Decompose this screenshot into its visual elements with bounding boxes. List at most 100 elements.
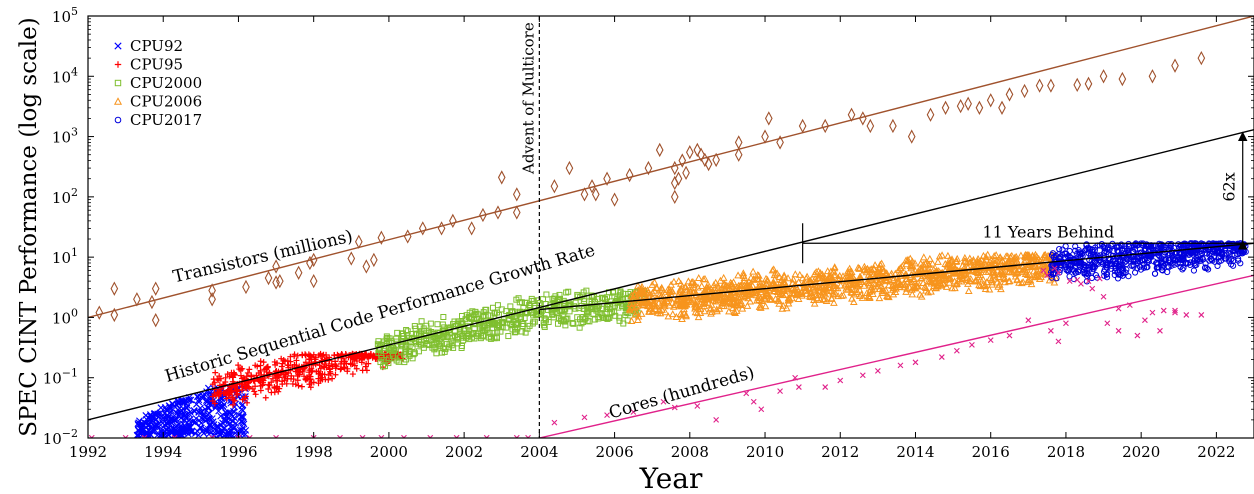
point-cpu95 <box>232 384 239 391</box>
point-cpu95 <box>363 367 370 374</box>
point-cpu92 <box>134 420 142 428</box>
point-cpu95 <box>316 362 323 369</box>
point-cpu92 <box>206 420 214 428</box>
point-cpu95 <box>260 359 267 366</box>
point-transistors <box>610 192 619 207</box>
point-transistors <box>1084 76 1093 91</box>
x-tick-label: 2004 <box>520 443 558 461</box>
point-cpu95 <box>365 354 372 361</box>
point-transistors <box>294 265 303 280</box>
point-cpu92 <box>159 414 167 422</box>
x-tick-label: 2022 <box>1197 443 1235 461</box>
point-cpu95 <box>246 384 253 391</box>
point-cpu92 <box>152 420 160 428</box>
x-tick-label: 2018 <box>1047 443 1085 461</box>
point-transistors <box>242 279 250 295</box>
years-behind-label: 11 Years Behind <box>982 222 1114 241</box>
point-cpu2006 <box>761 302 770 310</box>
point-cpu95 <box>321 371 328 378</box>
point-cpu92 <box>145 414 152 422</box>
point-transistors <box>889 118 897 134</box>
x-tick-label: 1996 <box>219 443 257 461</box>
point-cpu2006 <box>917 292 926 300</box>
point-cores <box>1160 307 1167 314</box>
legend-marker-cpu2000 <box>114 79 122 87</box>
point-cpu92 <box>188 429 195 436</box>
x-tick-label: 2016 <box>972 443 1010 461</box>
point-transistors <box>151 313 160 328</box>
point-cpu92 <box>165 431 173 438</box>
plot-area <box>88 16 1254 438</box>
point-cpu95 <box>241 381 248 388</box>
point-cpu95 <box>329 375 336 382</box>
legend-label-cpu2006: CPU2006 <box>130 93 202 111</box>
point-cpu95 <box>228 369 235 376</box>
point-transistors <box>1118 71 1127 87</box>
point-cpu95 <box>239 396 246 403</box>
point-cpu95 <box>226 390 233 397</box>
point-transistors <box>133 292 141 307</box>
point-transistors <box>1020 83 1029 99</box>
point-cpu2017 <box>1066 273 1073 280</box>
point-cpu95 <box>273 377 280 384</box>
point-cores <box>1157 327 1163 334</box>
point-cpu95 <box>238 387 245 394</box>
point-transistors <box>866 118 875 134</box>
y-tick-label: 105 <box>52 5 78 26</box>
point-transistors <box>1197 50 1206 66</box>
point-cpu95 <box>327 368 334 375</box>
point-cpu95 <box>259 382 266 389</box>
point-cpu95 <box>252 362 259 369</box>
point-cores <box>953 347 960 354</box>
point-transistors <box>764 111 773 126</box>
point-transistors <box>151 281 160 296</box>
point-cpu92 <box>157 404 165 412</box>
point-cpu92 <box>237 418 245 425</box>
legend-marker-cpu2017 <box>114 116 122 124</box>
point-cpu92 <box>147 431 155 438</box>
point-transistors <box>1099 69 1108 84</box>
point-cpu95 <box>209 381 216 388</box>
point-cores <box>874 367 881 374</box>
point-cpu95 <box>309 367 316 374</box>
point-cpu92 <box>195 416 203 424</box>
point-transistors <box>95 305 104 320</box>
x-tick-label: 2010 <box>746 443 784 461</box>
point-cpu95 <box>349 371 356 378</box>
point-cpu95 <box>331 352 338 359</box>
point-transistors <box>1005 87 1014 102</box>
point-cpu92 <box>145 427 153 434</box>
point-transistors <box>110 281 119 296</box>
point-transistors <box>437 221 446 236</box>
legend-label-cpu2000: CPU2000 <box>130 74 202 92</box>
point-cpu95 <box>240 374 247 381</box>
multicore-label: Advent of Multicore <box>519 22 537 175</box>
point-transistors <box>798 118 807 134</box>
point-cores <box>758 406 765 413</box>
point-cores <box>1198 312 1205 318</box>
point-cpu95 <box>282 358 289 365</box>
point-cpu95 <box>299 351 306 358</box>
point-cores <box>1089 285 1096 292</box>
point-cpu95 <box>246 366 253 373</box>
point-cpu95 <box>319 352 326 359</box>
point-cpu95 <box>209 398 216 405</box>
point-cpu92 <box>184 402 192 410</box>
point-cores <box>1055 338 1062 345</box>
y-tick-label: 104 <box>52 65 78 86</box>
point-cpu92 <box>216 430 224 438</box>
point-cpu95 <box>235 362 242 369</box>
point-cpu95 <box>295 382 302 389</box>
point-transistors <box>734 135 743 150</box>
point-cpu95 <box>353 358 360 365</box>
y-tick-label: 10−1 <box>43 367 78 388</box>
point-cpu92 <box>195 396 203 404</box>
point-cpu2006 <box>934 257 942 265</box>
point-cpu92 <box>181 414 189 422</box>
point-cpu95 <box>307 375 314 382</box>
point-cpu92 <box>157 431 164 438</box>
legend-label-cpu95: CPU95 <box>130 56 183 74</box>
point-cpu95 <box>358 356 365 363</box>
point-transistors <box>309 273 318 289</box>
